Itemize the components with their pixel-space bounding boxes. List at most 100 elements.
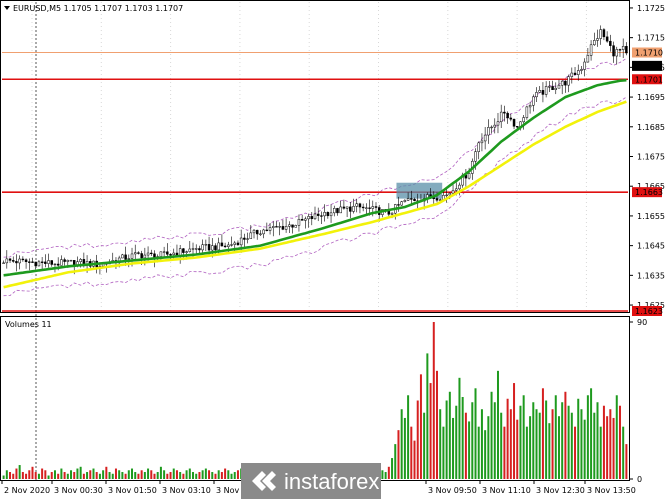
candle-body (207, 244, 211, 251)
volume-bar (484, 430, 487, 479)
candle-body (182, 248, 185, 253)
candle (345, 206, 349, 217)
volume-bar (172, 468, 175, 479)
candle-body (490, 126, 493, 129)
candle (316, 207, 320, 222)
candle-body (544, 86, 548, 95)
candle (44, 254, 47, 268)
lower-band (3, 96, 627, 297)
volume-bar (602, 405, 605, 479)
candle (291, 224, 294, 234)
candle (339, 200, 342, 214)
volume-bar (86, 472, 89, 479)
volume-bar (9, 472, 12, 479)
volume-bar (609, 409, 612, 479)
candle-body (278, 226, 281, 228)
candle-body (8, 258, 12, 261)
candle-body (538, 90, 541, 93)
volume-bar (201, 470, 204, 479)
candle-body (570, 72, 574, 77)
volume-bar (57, 473, 60, 479)
candle-body (515, 126, 519, 128)
candle (278, 222, 281, 236)
volume-bar (557, 416, 560, 479)
candle-body (602, 29, 606, 38)
candle (413, 197, 416, 202)
candle-body (365, 207, 368, 209)
candle (445, 189, 448, 203)
candle-body (2, 262, 5, 264)
candle-body (474, 151, 477, 162)
time-label: 3 Nov 13:50 (587, 486, 636, 495)
candle-body (567, 76, 570, 86)
dropdown-triangle-icon[interactable] (4, 6, 10, 10)
candle (493, 118, 497, 134)
candle-body (194, 248, 198, 250)
candle (31, 257, 34, 263)
candle-body (583, 61, 586, 70)
candle-body (291, 224, 294, 228)
volume-tick-label: 90 (637, 318, 647, 327)
volume-bar (2, 475, 5, 479)
ask-price-label: 1.1710 (635, 49, 663, 58)
volume-bar (493, 402, 496, 479)
candle-body (548, 86, 551, 88)
volume-bar (545, 400, 548, 479)
candle (246, 232, 249, 244)
volume-bar (618, 405, 621, 479)
volume-bar (548, 423, 551, 479)
candle (323, 204, 326, 222)
volume-bar (156, 472, 159, 479)
candle (5, 250, 9, 269)
candle-body (275, 226, 278, 228)
candle-body (15, 261, 18, 264)
candle-body (580, 69, 583, 71)
candle (297, 214, 301, 232)
volume-bar (12, 473, 15, 479)
candle-body (137, 252, 140, 254)
candle-body (323, 212, 326, 217)
candle (625, 42, 628, 56)
candle (365, 203, 368, 215)
candle-body (297, 218, 301, 226)
volume-bar (455, 405, 458, 479)
candle-body (166, 251, 169, 255)
volume-bar (397, 430, 400, 479)
ask-price-label-bg (632, 47, 662, 58)
volume-bar (551, 409, 554, 479)
candle-body (483, 134, 487, 142)
candle-body (320, 215, 323, 217)
candle (349, 201, 352, 219)
candle-body (445, 194, 448, 197)
candle (121, 253, 124, 259)
candle-body (69, 260, 73, 262)
candle (204, 239, 208, 251)
candle (532, 94, 535, 112)
candle-body (47, 260, 50, 264)
candle-body (204, 244, 208, 246)
candle-body (352, 206, 355, 212)
price-tick-label: 1.1695 (637, 93, 665, 102)
candle-body (169, 254, 172, 256)
volume-bar (535, 409, 538, 479)
candle (18, 255, 21, 270)
candle (564, 80, 567, 93)
price-tick-label: 1.1645 (637, 242, 665, 251)
candle-body (268, 227, 272, 231)
candle-body (262, 229, 265, 235)
candle (37, 259, 41, 267)
volume-bar (407, 395, 410, 479)
candle-body (368, 207, 371, 209)
volume-bar (394, 444, 397, 479)
volume-bar (599, 426, 602, 479)
candle-body (310, 216, 314, 220)
volume-bar (5, 470, 8, 479)
candle-body (333, 208, 336, 214)
volume-tick-label: 0 (637, 475, 642, 484)
volume-bar (198, 472, 201, 479)
candle-body (560, 80, 564, 86)
volume-bar (185, 470, 188, 479)
candle-body (40, 261, 44, 263)
candle-body (564, 80, 567, 86)
